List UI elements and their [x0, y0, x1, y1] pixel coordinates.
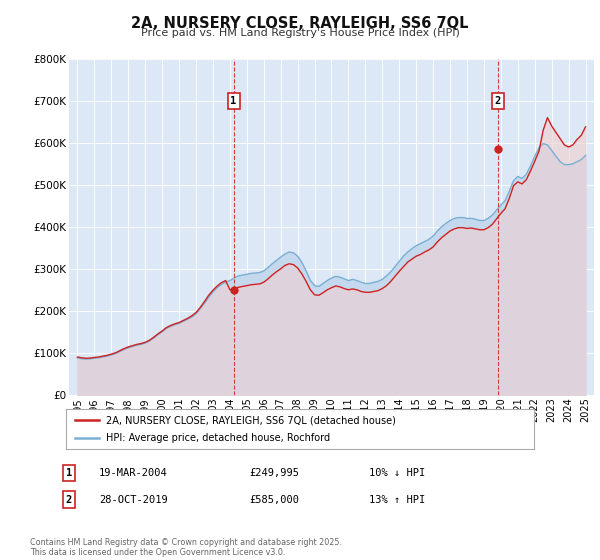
- Text: 28-OCT-2019: 28-OCT-2019: [99, 494, 168, 505]
- Text: 10% ↓ HPI: 10% ↓ HPI: [369, 468, 425, 478]
- Text: 13% ↑ HPI: 13% ↑ HPI: [369, 494, 425, 505]
- Text: Price paid vs. HM Land Registry's House Price Index (HPI): Price paid vs. HM Land Registry's House …: [140, 28, 460, 38]
- Text: 2: 2: [495, 96, 501, 106]
- Text: 2: 2: [66, 494, 72, 505]
- Text: 1: 1: [66, 468, 72, 478]
- Text: Contains HM Land Registry data © Crown copyright and database right 2025.
This d: Contains HM Land Registry data © Crown c…: [30, 538, 342, 557]
- Text: £585,000: £585,000: [249, 494, 299, 505]
- Text: 1: 1: [230, 96, 237, 106]
- Text: 19-MAR-2004: 19-MAR-2004: [99, 468, 168, 478]
- Text: 2A, NURSERY CLOSE, RAYLEIGH, SS6 7QL (detached house): 2A, NURSERY CLOSE, RAYLEIGH, SS6 7QL (de…: [106, 415, 395, 425]
- Text: £249,995: £249,995: [249, 468, 299, 478]
- Text: 2A, NURSERY CLOSE, RAYLEIGH, SS6 7QL: 2A, NURSERY CLOSE, RAYLEIGH, SS6 7QL: [131, 16, 469, 31]
- Text: HPI: Average price, detached house, Rochford: HPI: Average price, detached house, Roch…: [106, 433, 330, 443]
